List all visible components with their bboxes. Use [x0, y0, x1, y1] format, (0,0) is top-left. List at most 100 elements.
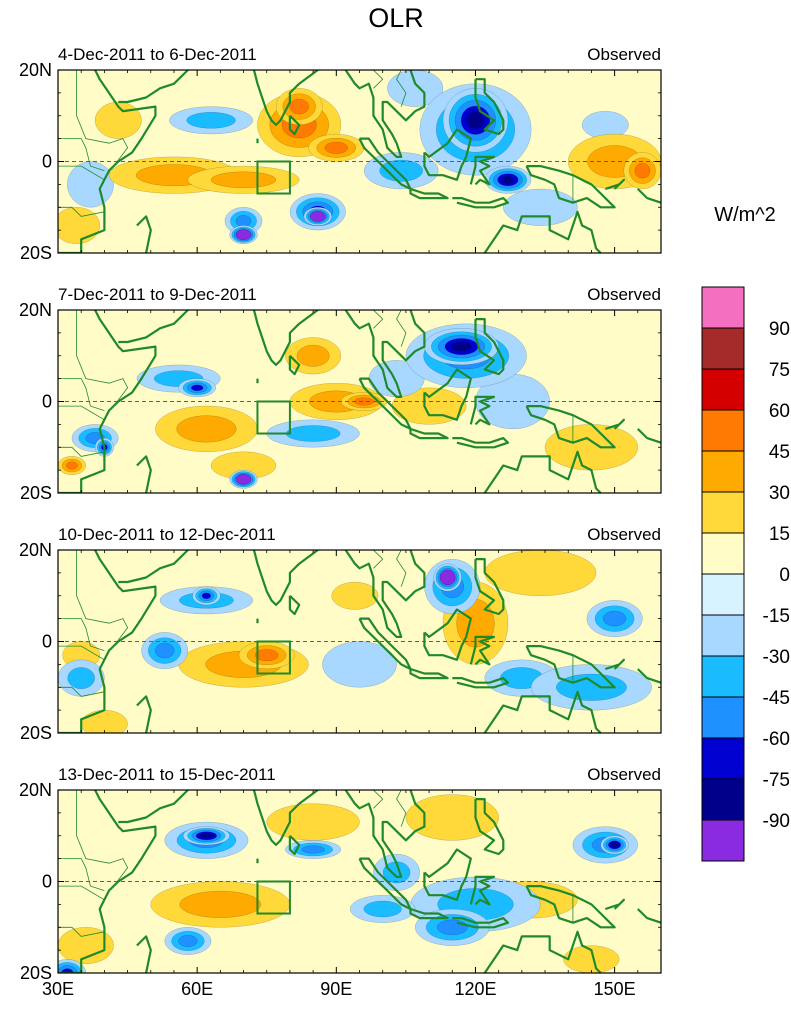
border-line	[373, 70, 384, 89]
y-tick-label: 0	[42, 872, 52, 892]
panel-period: 4-Dec-2011 to 6-Dec-2011	[58, 45, 257, 64]
coastline	[483, 450, 602, 493]
coastline	[474, 557, 505, 616]
colorbar-label: 30	[769, 483, 790, 504]
anomaly-contour	[178, 935, 198, 947]
anomaly-core	[309, 211, 326, 222]
coastline	[637, 668, 661, 684]
coastline	[469, 875, 496, 906]
x-tick-label: 90E	[320, 979, 352, 999]
coastline	[118, 70, 189, 104]
coastline	[344, 70, 426, 158]
border-line	[396, 310, 407, 347]
anomaly-contour	[210, 171, 277, 189]
olr-field	[58, 70, 661, 253]
anomaly-core	[439, 569, 456, 586]
y-tick-label: 20S	[20, 243, 52, 263]
coastline	[604, 658, 626, 671]
coastline	[604, 178, 626, 190]
panel-label-observed: Observed	[587, 525, 661, 544]
border-line	[58, 378, 105, 411]
index-box	[256, 640, 291, 675]
anomaly-contour	[191, 384, 204, 391]
colorbar-label: -75	[763, 770, 790, 791]
olr-field	[58, 790, 661, 973]
anomaly-contour	[484, 550, 597, 597]
olr-field	[58, 550, 661, 733]
anomaly-contour	[254, 649, 279, 662]
border-line	[58, 618, 105, 651]
coastline	[136, 935, 152, 973]
anomaly-contour	[285, 425, 341, 442]
panel-label-observed: Observed	[587, 285, 661, 304]
colorbar-label: -15	[763, 606, 790, 627]
coastline	[409, 907, 449, 920]
border-line	[58, 446, 105, 457]
colorbar-swatch	[701, 532, 745, 575]
coastline	[604, 898, 626, 911]
map-panel-4: 20N 0 20S 13-Dec-2011 to 15-Dec-2011 Observe…	[19, 765, 662, 983]
anomaly-contour	[65, 461, 78, 470]
coastline	[483, 930, 602, 973]
map-panel-2: 20N 0 20S 7-Dec-2011 to 9-Dec-2011 Observed	[19, 285, 662, 503]
index-box	[256, 880, 291, 915]
coastline	[409, 187, 449, 200]
map-panel-1: 20N 0 20S 4-Dec-2011 to 6-Dec-2011 Observed	[19, 45, 662, 263]
colorbar-swatch	[701, 573, 745, 616]
colorbar-label: -45	[763, 688, 790, 709]
coastline	[344, 790, 426, 879]
border-line	[396, 550, 407, 587]
map-panel-3: 20N 0 20S 10-Dec-2011 to 12-Dec-2011 Observe…	[19, 525, 662, 743]
anomaly-contour	[363, 900, 402, 918]
colorbar-swatch	[701, 655, 745, 698]
border-line	[373, 550, 384, 569]
x-tick-label: 30E	[42, 979, 74, 999]
colorbar-swatch	[701, 368, 745, 411]
anomaly-contour	[186, 112, 236, 129]
coastline	[344, 550, 426, 639]
y-tick-label: 20N	[19, 300, 52, 320]
coastline	[525, 884, 616, 929]
anomaly-contour	[200, 833, 213, 839]
coastline	[474, 78, 505, 136]
anomaly-contour	[58, 206, 101, 245]
border-line	[58, 165, 105, 181]
anomaly-contour	[466, 111, 485, 129]
anomaly-contour	[324, 141, 349, 154]
coastline	[423, 128, 472, 181]
anomaly-contour	[331, 581, 379, 610]
coastline	[423, 368, 472, 421]
coastline	[58, 790, 157, 973]
y-tick-label: 20N	[19, 540, 52, 560]
coastline	[525, 165, 616, 209]
coastline	[288, 595, 301, 616]
border-line	[58, 645, 105, 661]
coastline	[452, 197, 509, 209]
coastline	[344, 310, 426, 398]
coastline	[469, 635, 496, 666]
border-line	[76, 550, 129, 647]
coastline	[118, 310, 189, 344]
coastline	[469, 155, 496, 186]
anomaly-core	[235, 229, 252, 240]
y-tick-label: 20S	[20, 963, 52, 983]
coastline	[58, 550, 157, 733]
index-box	[256, 400, 291, 435]
coastline	[288, 115, 301, 136]
border-line	[58, 206, 105, 217]
anomaly-contour	[354, 397, 374, 406]
border-line	[76, 70, 129, 167]
coastline	[225, 550, 320, 607]
anomaly-contour	[610, 842, 619, 848]
panel-period: 13-Dec-2011 to 15-Dec-2011	[58, 765, 276, 784]
anomaly-contour	[154, 642, 175, 659]
colorbar-label: 75	[769, 360, 790, 381]
border-line	[76, 310, 129, 407]
x-axis: 30E 60E 90E 120E 150E	[42, 979, 636, 999]
colorbar-swatch	[701, 491, 745, 534]
coastline	[420, 292, 462, 306]
colorbar-swatch	[701, 450, 745, 493]
colorbar-swatch	[701, 696, 745, 739]
anomaly-contour	[602, 610, 627, 627]
anomaly-contour	[501, 175, 515, 184]
